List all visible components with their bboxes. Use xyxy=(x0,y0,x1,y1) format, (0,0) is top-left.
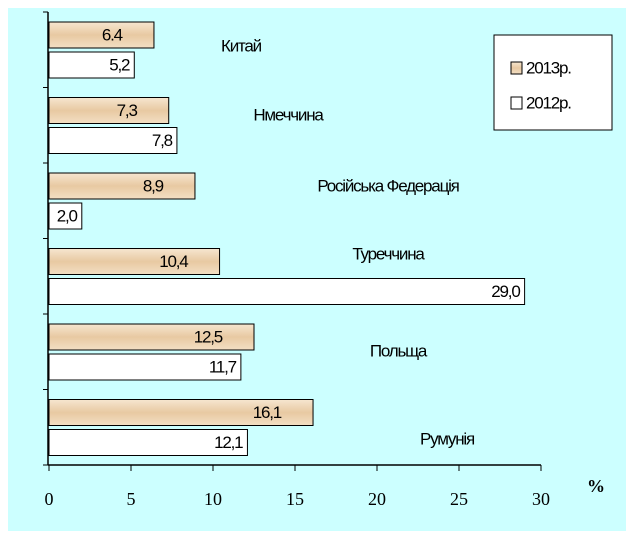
x-tick-label: 0 xyxy=(45,489,54,509)
category-label: Російська Федерація xyxy=(317,176,459,195)
value-label: 11,7 xyxy=(209,357,237,376)
x-tick-label: 30 xyxy=(532,489,550,509)
x-tick-label: 5 xyxy=(127,489,136,509)
legend-swatch xyxy=(510,96,523,110)
legend-swatch xyxy=(510,61,523,75)
category-label: Румунія xyxy=(420,429,475,448)
value-label: 8,9 xyxy=(143,176,164,195)
legend-label: 2012р. xyxy=(526,93,571,112)
bar xyxy=(48,21,155,49)
x-tick-label: 25 xyxy=(450,489,468,509)
value-label: 12,5 xyxy=(194,327,223,346)
bar xyxy=(48,97,170,124)
bar xyxy=(48,248,221,275)
legend-label: 2013р. xyxy=(526,58,571,77)
x-tick-label: 15 xyxy=(286,489,304,509)
category-label: Польща xyxy=(370,341,428,360)
value-label: 5,2 xyxy=(109,55,130,74)
x-axis-label: % xyxy=(587,476,605,496)
category-label: Туреччина xyxy=(352,244,425,263)
bar xyxy=(48,429,248,456)
bar xyxy=(48,51,135,79)
bar xyxy=(48,202,83,230)
bar xyxy=(48,127,178,154)
bar xyxy=(48,323,255,351)
value-label: 6.4 xyxy=(102,25,123,44)
value-label: 16,1 xyxy=(253,403,282,422)
value-label: 29,0 xyxy=(491,282,520,301)
value-label: 12,1 xyxy=(214,433,243,452)
legend-box xyxy=(493,34,613,131)
x-tick-label: 10 xyxy=(204,489,222,509)
bar xyxy=(48,172,196,200)
x-tick-label: 20 xyxy=(368,489,386,509)
category-label: Нмеччина xyxy=(253,105,324,124)
category-label: Китай xyxy=(221,36,262,55)
value-label: 7,3 xyxy=(117,101,138,120)
bar xyxy=(48,353,242,381)
value-label: 2,0 xyxy=(57,206,78,225)
value-label: 10,4 xyxy=(159,252,188,271)
bar xyxy=(48,278,526,305)
bar xyxy=(48,399,314,426)
value-label: 7,8 xyxy=(152,131,173,150)
